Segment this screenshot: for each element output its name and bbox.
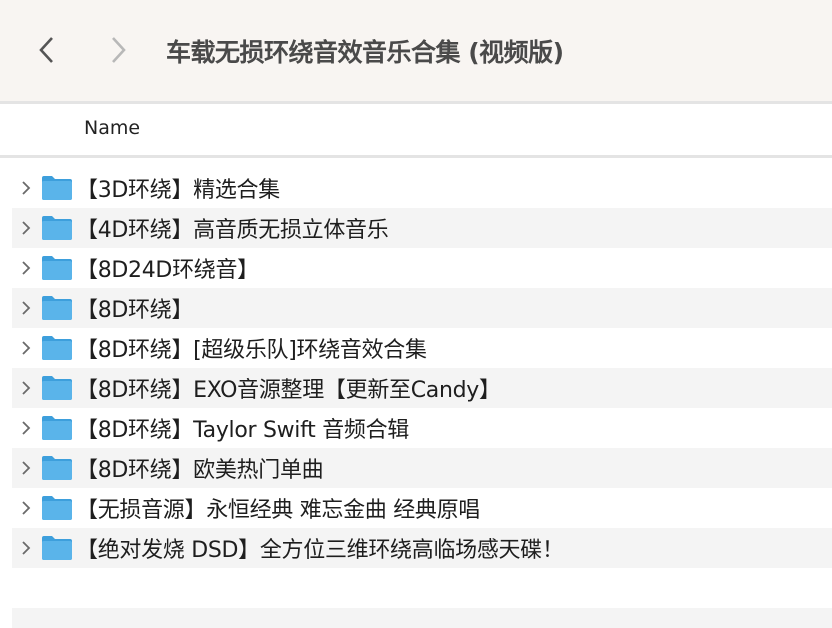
disclosure-chevron-icon[interactable] (18, 537, 36, 559)
item-label: 【绝对发烧 DSD】全方位三维环绕高临场感天碟！ (76, 538, 564, 563)
item-label: 【8D环绕】[超级乐队]环绕音效合集 (76, 338, 427, 363)
item-label: 【8D环绕】欧美热门单曲 (76, 458, 324, 483)
disclosure-chevron-icon[interactable] (18, 457, 36, 479)
folder-icon (42, 296, 72, 320)
window-title: 车载无损环绕音效音乐合集 (视频版) (166, 38, 564, 67)
divider (0, 101, 832, 104)
list-item[interactable]: 【8D环绕】Taylor Swift 音频合辑 (12, 408, 832, 448)
list-item[interactable]: 【8D环绕】[超级乐队]环绕音效合集 (12, 328, 832, 368)
list-item[interactable]: 【8D环绕】 (12, 288, 832, 328)
list-item[interactable]: 【绝对发烧 DSD】全方位三维环绕高临场感天碟！ (12, 528, 832, 568)
list-item[interactable]: 【8D24D环绕音】 (12, 248, 832, 288)
item-label: 【8D24D环绕音】 (76, 258, 259, 283)
list-item[interactable]: 【3D环绕】精选合集 (12, 168, 832, 208)
file-list: 【3D环绕】精选合集 【4D环绕】高音质无损立体音乐 【8D24D环绕音】 【8D环绕… (0, 168, 832, 568)
disclosure-chevron-icon[interactable] (18, 377, 36, 399)
item-label: 【8D环绕】 (76, 298, 194, 323)
folder-icon (42, 416, 72, 440)
list-item[interactable]: 【8D环绕】EXO音源整理【更新至Candy】 (12, 368, 832, 408)
disclosure-chevron-icon[interactable] (18, 257, 36, 279)
folder-icon (42, 176, 72, 200)
toolbar: 车载无损环绕音效音乐合集 (视频版) (0, 0, 832, 101)
chevron-left-icon (39, 37, 53, 63)
disclosure-chevron-icon[interactable] (18, 217, 36, 239)
chevron-right-icon (112, 37, 126, 63)
column-header-name[interactable]: Name (84, 117, 141, 139)
folder-icon (42, 336, 72, 360)
list-item[interactable]: 【4D环绕】高音质无损立体音乐 (12, 208, 832, 248)
item-label: 【8D环绕】EXO音源整理【更新至Candy】 (76, 378, 501, 403)
back-button[interactable] (32, 30, 62, 70)
folder-icon (42, 376, 72, 400)
divider (0, 155, 832, 158)
disclosure-chevron-icon[interactable] (18, 297, 36, 319)
forward-button[interactable] (104, 30, 134, 70)
folder-icon (42, 496, 72, 520)
folder-icon (42, 256, 72, 280)
folder-icon (42, 536, 72, 560)
disclosure-chevron-icon[interactable] (18, 417, 36, 439)
empty-row (12, 608, 832, 628)
list-item[interactable]: 【8D环绕】欧美热门单曲 (12, 448, 832, 488)
item-label: 【8D环绕】Taylor Swift 音频合辑 (76, 418, 409, 443)
folder-icon (42, 456, 72, 480)
disclosure-chevron-icon[interactable] (18, 497, 36, 519)
disclosure-chevron-icon[interactable] (18, 177, 36, 199)
item-label: 【3D环绕】精选合集 (76, 178, 280, 203)
folder-icon (42, 216, 72, 240)
item-label: 【4D环绕】高音质无损立体音乐 (76, 218, 389, 243)
list-item[interactable]: 【无损音源】永恒经典 难忘金曲 经典原唱 (12, 488, 832, 528)
item-label: 【无损音源】永恒经典 难忘金曲 经典原唱 (76, 498, 480, 523)
disclosure-chevron-icon[interactable] (18, 337, 36, 359)
